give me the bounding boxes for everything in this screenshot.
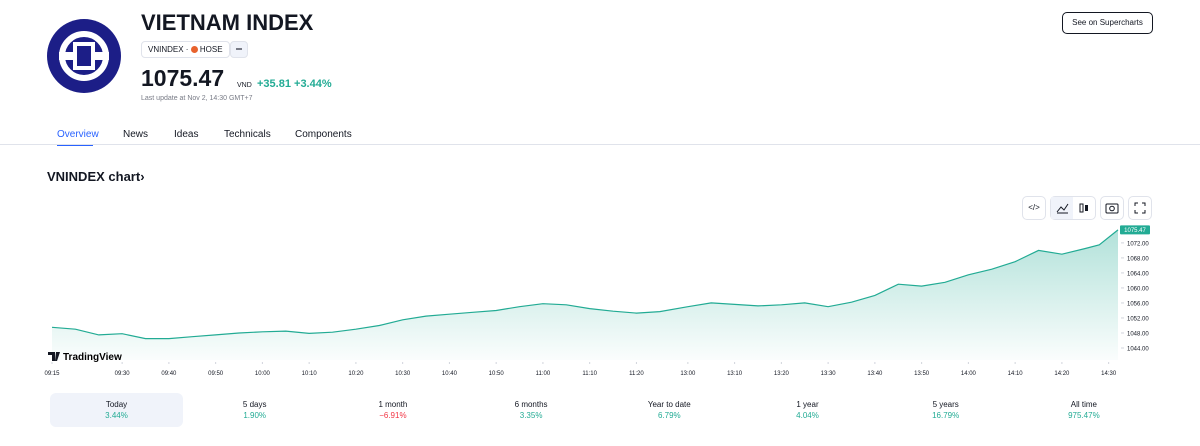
period-button[interactable]: All time 975.47%: [1017, 393, 1150, 427]
x-tick-label: 10:30: [395, 371, 411, 377]
price: 1075.47: [141, 65, 225, 91]
last-update: Last update at Nov 2, 14:30 GMT+7: [141, 95, 253, 102]
period-change: 975.47%: [1068, 411, 1100, 420]
style-toggle: [1050, 196, 1096, 220]
period-label: Year to date: [647, 400, 691, 409]
period-label: 5 days: [242, 400, 267, 409]
x-tick-label: 13:50: [914, 371, 930, 377]
line-style-button[interactable]: [1051, 197, 1073, 219]
x-tick-label: 10:10: [302, 371, 318, 377]
tab[interactable]: Ideas: [174, 129, 199, 140]
symbol-chip[interactable]: VNINDEX · HOSE: [141, 41, 230, 58]
period-label: 6 months: [514, 400, 548, 409]
toolbar: </>: [1022, 196, 1152, 220]
y-tick-label: 1068.00: [1127, 256, 1149, 262]
candle-style-button[interactable]: [1073, 197, 1095, 219]
symbol: VNINDEX: [148, 45, 184, 54]
period-label: 1 year: [796, 400, 819, 409]
x-tick-label: 10:50: [489, 371, 505, 377]
x-tick-label: 09:30: [115, 371, 131, 377]
last-price-tag: [1120, 225, 1150, 235]
x-tick-label: 14:20: [1054, 371, 1070, 377]
chart: 1044.00 1048.00 1052.00 1056.00 1060.00 1064.…: [44, 225, 1150, 377]
x-tick-label: 13:20: [774, 371, 790, 377]
tab[interactable]: Overview: [57, 129, 99, 140]
x-tick-label: 10:40: [442, 371, 458, 377]
period-label: Today: [105, 400, 128, 409]
last-price-label: 1075.47: [1124, 228, 1146, 234]
x-tick-label: 10:00: [255, 371, 271, 377]
period-label: 1 month: [378, 400, 408, 409]
logo: [47, 19, 121, 93]
period-change: 4.04%: [796, 411, 819, 420]
x-tick-label: 14:10: [1008, 371, 1024, 377]
x-tick-label: 14:00: [961, 371, 977, 377]
more-chip[interactable]: [230, 41, 248, 58]
period-button[interactable]: 5 years 16.79%: [879, 393, 1012, 427]
period-button[interactable]: Year to date 6.79%: [603, 393, 736, 427]
x-tick-label: 09:50: [208, 371, 224, 377]
x-tick-label: 14:30: [1101, 371, 1117, 377]
x-tick-label: 09:15: [44, 371, 60, 377]
currency: VND: [237, 82, 252, 89]
y-tick-label: 1052.00: [1127, 316, 1149, 322]
change: +35.81 +3.44%: [257, 78, 332, 90]
x-tick-label: 13:10: [727, 371, 743, 377]
period-button[interactable]: 1 month −6.91%: [326, 393, 459, 427]
period-label: All time: [1070, 400, 1097, 409]
section-title[interactable]: VNINDEX chart›: [47, 169, 145, 184]
x-tick-label: 09:40: [161, 371, 177, 377]
period-change: −6.91%: [379, 411, 407, 420]
period-button[interactable]: 6 months 3.35%: [465, 393, 598, 427]
x-tick-label: 13:30: [821, 371, 837, 377]
watermark-text: TradingView: [63, 352, 122, 363]
tab[interactable]: News: [123, 129, 149, 140]
change-pct: +3.44%: [294, 78, 332, 90]
y-tick-label: 1056.00: [1127, 301, 1149, 307]
tab[interactable]: Technicals: [224, 129, 271, 140]
y-tick-label: 1072.00: [1127, 241, 1149, 247]
change-abs: +35.81: [257, 78, 291, 90]
x-tick-label: 11:20: [629, 371, 644, 377]
x-tick-label: 11:00: [536, 371, 551, 377]
period-change: 6.79%: [657, 411, 681, 420]
embed-button[interactable]: </>: [1022, 196, 1046, 220]
y-tick-label: 1048.00: [1127, 331, 1149, 337]
fullscreen-button[interactable]: [1128, 196, 1152, 220]
period-change: 1.90%: [243, 411, 267, 420]
tab[interactable]: Components: [295, 129, 352, 140]
period-button[interactable]: Today 3.44%: [50, 393, 183, 427]
x-tick-label: 13:40: [867, 371, 883, 377]
y-tick-label: 1064.00: [1127, 271, 1149, 277]
section-title-text: VNINDEX chart: [47, 169, 141, 184]
period-button[interactable]: 1 year 4.04%: [741, 393, 874, 427]
watermark: TradingView: [48, 352, 122, 363]
area-fill: [52, 229, 1118, 360]
x-tick-label: 11:10: [582, 371, 597, 377]
supercharts-button[interactable]: See on Supercharts: [1062, 12, 1153, 34]
separator: [0, 144, 1200, 145]
period-change: 3.44%: [105, 411, 128, 420]
x-tick-label: 10:20: [348, 371, 364, 377]
snapshot-button[interactable]: [1100, 196, 1124, 220]
period-button[interactable]: 5 days 1.90%: [188, 393, 321, 427]
y-tick-label: 1044.00: [1127, 346, 1149, 352]
tab-underline: [57, 144, 93, 146]
area-line: [51, 229, 1119, 340]
title: VIETNAM INDEX: [141, 10, 314, 35]
period-change: 3.35%: [519, 411, 543, 420]
exchange: HOSE: [199, 45, 223, 54]
y-tick-label: 1060.00: [1127, 286, 1149, 292]
x-tick-label: 13:00: [680, 371, 696, 377]
period-change: 16.79%: [932, 411, 960, 420]
period-label: 5 years: [932, 400, 959, 409]
